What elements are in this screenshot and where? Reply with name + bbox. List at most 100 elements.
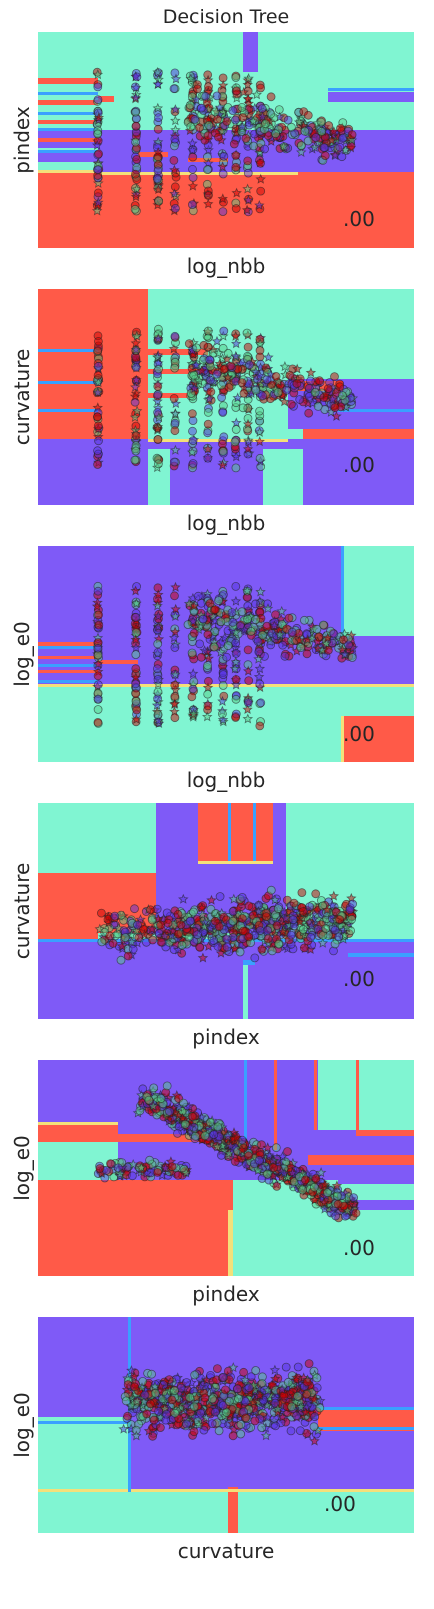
circle-marker bbox=[250, 953, 260, 963]
star-marker bbox=[267, 1155, 279, 1166]
star-marker bbox=[204, 393, 215, 404]
star-marker bbox=[217, 695, 228, 706]
star-marker bbox=[217, 161, 228, 172]
circle-marker bbox=[128, 944, 138, 954]
circle-marker bbox=[188, 152, 198, 162]
star-marker bbox=[152, 66, 163, 77]
star-marker bbox=[213, 347, 224, 358]
circle-marker bbox=[261, 119, 270, 129]
star-marker bbox=[183, 598, 195, 609]
star-marker bbox=[341, 922, 352, 933]
circle-marker bbox=[300, 126, 310, 136]
circle-marker bbox=[262, 621, 272, 631]
circle-marker bbox=[203, 428, 213, 438]
circle-marker bbox=[238, 403, 248, 413]
circle-marker bbox=[251, 615, 261, 624]
circle-marker bbox=[255, 453, 265, 463]
circle-marker bbox=[298, 1185, 307, 1195]
circle-marker bbox=[286, 930, 296, 940]
circle-marker bbox=[217, 709, 227, 719]
circle-marker bbox=[108, 938, 118, 948]
circle-marker bbox=[154, 1406, 163, 1416]
circle-marker bbox=[148, 935, 157, 945]
star-marker bbox=[214, 102, 226, 113]
circle-marker bbox=[243, 168, 253, 178]
circle-marker bbox=[283, 1377, 293, 1387]
circle-marker bbox=[169, 457, 179, 467]
circle-marker bbox=[256, 83, 266, 93]
circle-marker bbox=[151, 1388, 160, 1398]
circle-marker bbox=[254, 1155, 264, 1165]
decision-region bbox=[243, 32, 258, 72]
star-marker bbox=[199, 645, 210, 656]
star-marker bbox=[212, 1141, 223, 1152]
circle-marker bbox=[153, 639, 163, 649]
circle-marker bbox=[128, 1171, 137, 1181]
circle-marker bbox=[93, 129, 103, 139]
star-marker bbox=[230, 595, 242, 606]
circle-marker bbox=[262, 375, 272, 384]
star-marker bbox=[260, 1430, 272, 1441]
circle-marker bbox=[292, 379, 302, 389]
star-marker bbox=[187, 616, 199, 627]
circle-marker bbox=[202, 152, 212, 162]
x-axis-label: curvature bbox=[177, 1539, 275, 1563]
star-marker bbox=[153, 333, 164, 344]
star-marker bbox=[230, 451, 242, 462]
star-marker bbox=[319, 1197, 330, 1208]
star-marker bbox=[199, 921, 210, 932]
circle-marker bbox=[319, 143, 329, 152]
circle-marker bbox=[309, 1422, 319, 1432]
circle-marker bbox=[131, 137, 140, 147]
circle-marker bbox=[93, 188, 103, 198]
circle-marker bbox=[303, 136, 313, 146]
circle-marker bbox=[206, 387, 216, 397]
circle-marker bbox=[300, 1175, 310, 1185]
circle-marker bbox=[330, 403, 340, 412]
circle-marker bbox=[177, 940, 187, 950]
circle-marker bbox=[301, 1390, 311, 1399]
circle-marker bbox=[296, 643, 306, 652]
circle-marker bbox=[310, 388, 320, 397]
star-marker bbox=[254, 663, 266, 674]
circle-marker bbox=[296, 141, 306, 150]
circle-marker bbox=[263, 934, 273, 944]
circle-marker bbox=[170, 591, 179, 601]
circle-marker bbox=[231, 73, 241, 82]
circle-marker bbox=[228, 106, 238, 115]
circle-marker bbox=[266, 92, 276, 102]
score-label: .00 bbox=[343, 1236, 375, 1260]
circle-marker bbox=[130, 204, 140, 214]
star-marker bbox=[146, 923, 158, 934]
circle-marker bbox=[170, 203, 180, 213]
circle-marker bbox=[209, 642, 219, 652]
decision-region bbox=[38, 92, 98, 95]
circle-marker bbox=[189, 1402, 199, 1412]
decision-region bbox=[228, 803, 231, 861]
circle-marker bbox=[304, 408, 314, 418]
circle-marker bbox=[195, 942, 205, 952]
star-marker bbox=[177, 1112, 188, 1123]
star-marker bbox=[242, 443, 254, 454]
circle-marker bbox=[218, 408, 228, 417]
circle-marker bbox=[236, 1429, 246, 1439]
circle-marker bbox=[94, 149, 103, 159]
star-marker bbox=[306, 920, 317, 931]
star-marker bbox=[279, 396, 290, 407]
circle-marker bbox=[142, 1409, 152, 1419]
circle-marker bbox=[302, 1377, 312, 1387]
circle-marker bbox=[347, 653, 357, 662]
circle-marker bbox=[209, 1130, 219, 1139]
circle-marker bbox=[231, 162, 241, 172]
circle-marker bbox=[243, 614, 253, 624]
star-marker bbox=[201, 1374, 212, 1385]
subplot-2: curvature log_nbb .00 bbox=[0, 289, 434, 551]
circle-marker bbox=[306, 376, 315, 386]
decision-region bbox=[253, 803, 256, 861]
circle-marker bbox=[94, 620, 104, 630]
circle-marker bbox=[297, 888, 307, 897]
decision-region bbox=[38, 1417, 128, 1492]
circle-marker bbox=[93, 717, 103, 727]
circle-marker bbox=[334, 932, 344, 942]
